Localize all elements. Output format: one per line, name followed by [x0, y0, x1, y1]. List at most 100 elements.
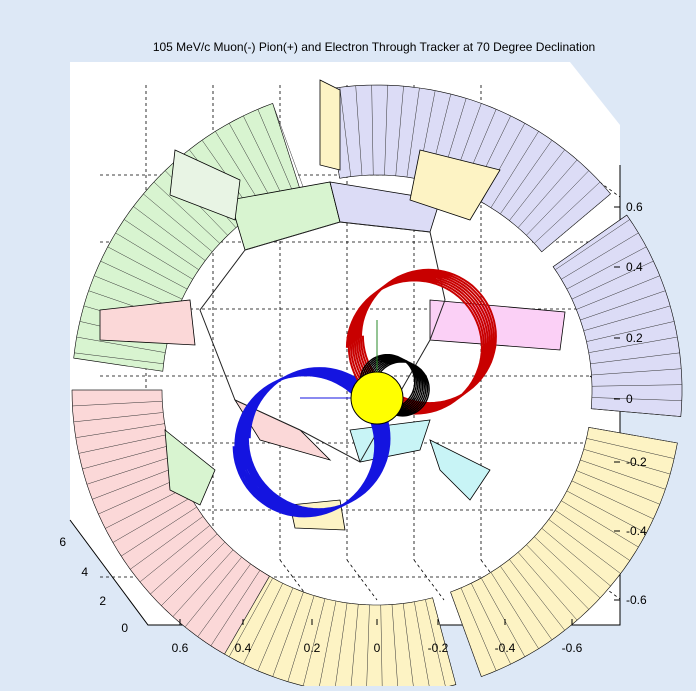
module-strip	[98, 477, 181, 515]
module-strip	[406, 87, 420, 178]
module-strip	[355, 85, 363, 176]
module-strip	[580, 290, 666, 321]
axis-ticks: 0.6 0.4 0.2 0 -0.2 -0.4 -0.6 0.6 0.4 0.2 0 -0.2 -0.4…	[59, 200, 647, 655]
module-strip	[509, 559, 565, 631]
module-strip	[534, 181, 601, 244]
module-strip	[161, 541, 226, 606]
module-strip	[391, 604, 399, 691]
module-strip	[591, 368, 682, 376]
module-panel	[429, 299, 566, 351]
x-tick-label: 0.4	[235, 641, 252, 655]
module-strip	[210, 570, 261, 646]
z-tick-label: 0	[121, 621, 128, 635]
y-tick-label: -0.4	[626, 524, 647, 538]
module-strip	[371, 85, 374, 176]
module-panel	[409, 149, 501, 221]
module-strip	[580, 459, 666, 490]
y-tick-label: 0	[626, 392, 633, 406]
module-strip	[555, 510, 630, 561]
module-strip	[380, 604, 383, 691]
module-strip	[566, 246, 647, 290]
module-strip	[541, 528, 611, 587]
module-strip	[243, 115, 283, 197]
module-strip	[76, 336, 166, 353]
module-strip	[583, 449, 671, 475]
module-strip	[541, 193, 611, 252]
target-sphere	[350, 371, 404, 425]
module-strip	[490, 131, 539, 208]
module-strip	[78, 434, 167, 454]
track-1	[345, 268, 497, 415]
module-strip	[490, 572, 539, 649]
module-strip	[107, 246, 188, 290]
module-strip	[92, 466, 177, 500]
module-strip	[561, 500, 639, 548]
module-strip	[588, 427, 678, 444]
y-tick-label: 0.2	[626, 331, 643, 345]
module-ring	[201, 565, 457, 691]
module-strip	[526, 170, 590, 236]
module-panel	[319, 79, 341, 171]
module-strip	[350, 604, 359, 691]
module-strip	[105, 487, 186, 529]
z-tick-label: 2	[99, 594, 106, 608]
module-strip	[143, 193, 213, 252]
module-strip	[228, 123, 273, 203]
track-0	[232, 367, 391, 518]
module-strip	[526, 544, 590, 610]
module-strip	[395, 86, 404, 176]
module-strip	[100, 260, 183, 300]
module-strip	[414, 601, 431, 691]
module-strip	[184, 556, 242, 628]
module-strip	[591, 397, 682, 401]
module-strip	[548, 519, 621, 574]
module-strip	[215, 131, 264, 208]
module-strip	[287, 595, 315, 682]
module-strip	[115, 232, 193, 280]
module-strip	[243, 583, 283, 665]
module-strip	[197, 563, 251, 637]
module-ring	[450, 426, 678, 677]
module-strip	[402, 603, 415, 691]
module-strip	[224, 576, 270, 655]
module-panel	[429, 439, 491, 501]
x-tick-label: -0.2	[428, 641, 449, 655]
module-strip	[150, 533, 218, 595]
grid-line	[279, 559, 311, 601]
x-tick-label: 0	[374, 641, 381, 655]
module-strip	[72, 401, 163, 407]
module-strip	[576, 470, 660, 505]
module-strip	[481, 577, 526, 657]
module-strip	[75, 423, 165, 438]
module-strip	[121, 506, 197, 557]
x-tick-label: 0.6	[172, 641, 189, 655]
module-strip	[591, 384, 682, 387]
module-strip	[228, 577, 273, 657]
y-tick-label: -0.2	[626, 455, 647, 469]
module-strip	[591, 408, 681, 417]
module-strip	[571, 260, 654, 300]
module-panel	[169, 149, 241, 221]
module-strip	[425, 599, 446, 688]
module-strip	[366, 604, 370, 691]
module-strip	[586, 321, 675, 342]
z-tick-label: 6	[59, 535, 66, 549]
module-strip	[450, 591, 482, 677]
grid-line	[413, 559, 445, 601]
module-strip	[172, 549, 234, 617]
module-strip	[82, 445, 170, 470]
module-strip	[561, 232, 639, 280]
module-strip	[133, 206, 206, 261]
module-strip	[576, 275, 660, 310]
y-tick-label: 0.4	[626, 260, 643, 274]
module-strip	[534, 536, 601, 599]
x-tick-label: 0.2	[304, 641, 321, 655]
module-strip	[74, 352, 164, 365]
module-panel	[164, 429, 216, 506]
target	[300, 320, 404, 425]
module-strip	[334, 602, 348, 691]
x-tick-label: -0.6	[562, 641, 583, 655]
module-strip	[73, 412, 164, 423]
chart-title: 105 MeV/c Muon(-) Pion(+) and Electron T…	[153, 40, 595, 54]
